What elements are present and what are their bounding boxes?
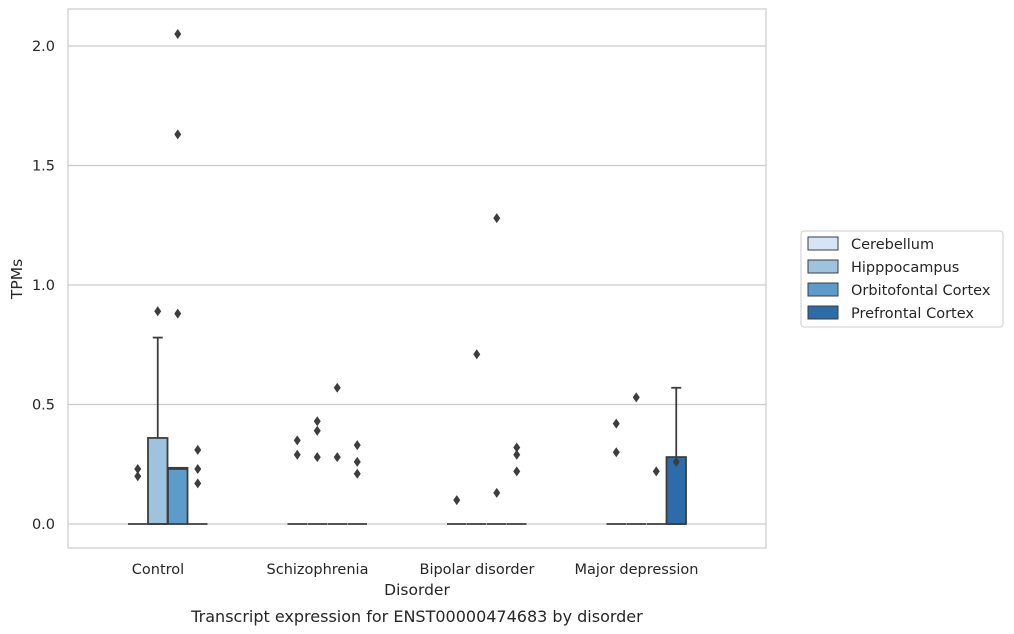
box-0-2 (447, 495, 467, 525)
grid-layer (68, 45, 766, 525)
outlier-point (612, 447, 620, 458)
outlier-point (652, 466, 660, 477)
box-0-1 (287, 435, 307, 525)
box-2-2 (487, 213, 507, 525)
legend-items: Cerebellum Hipppocampus Orbitofontal Corte… (807, 236, 991, 322)
outlier-point (174, 308, 182, 319)
legend-label: Prefrontal Cortex (851, 306, 974, 322)
legend: Cerebellum Hipppocampus Orbitofontal Corte… (800, 230, 1004, 328)
box-body (665, 456, 687, 525)
outlier-point (493, 487, 501, 498)
outlier-point (134, 464, 142, 475)
x-tick-label: Bipolar disorder (420, 562, 535, 578)
outlier-point (313, 416, 321, 427)
x-tick-label: Control (132, 562, 184, 578)
outlier-point (353, 456, 361, 467)
outlier-point (353, 468, 361, 479)
legend-swatch (807, 305, 839, 320)
box-1-3 (626, 392, 646, 525)
legend-swatch (807, 282, 839, 297)
outlier-point (194, 444, 202, 455)
legend-swatch (807, 259, 839, 274)
outlier-point (174, 129, 182, 140)
outlier-point (134, 471, 142, 482)
outlier-point (632, 392, 640, 403)
outlier-point (513, 466, 521, 477)
x-tick-label: Major depression (575, 562, 699, 578)
outlier-point (174, 29, 182, 40)
outlier-point (513, 449, 521, 460)
box-1-2 (467, 349, 487, 525)
outlier-point (313, 425, 321, 436)
y-axis-title: TPMs (8, 259, 26, 300)
x-axis-title: Disorder (384, 581, 450, 599)
outlier-point (154, 306, 162, 317)
legend-label: Orbitofontal Cortex (851, 283, 991, 299)
outlier-point (453, 495, 461, 506)
y-tick-label: 1.0 (32, 278, 55, 294)
outlier-point (473, 349, 481, 360)
box-body (147, 437, 169, 525)
box-0-3 (606, 418, 626, 525)
box-3-0 (188, 444, 208, 525)
outlier-point (493, 213, 501, 224)
legend-label: Cerebellum (851, 237, 934, 253)
box-3-3 (665, 386, 687, 525)
outlier-point (293, 435, 301, 446)
box-1-1 (307, 416, 327, 525)
box-2-1 (327, 382, 347, 525)
legend-frame (800, 230, 1004, 328)
box-3-1 (347, 440, 367, 525)
outlier-point (293, 449, 301, 460)
outlier-point (353, 440, 361, 451)
y-tick-label: 1.5 (32, 159, 55, 175)
box-3-2 (507, 442, 527, 525)
plot-frame (67, 8, 767, 549)
outlier-point (333, 452, 341, 463)
box-1-0 (147, 306, 169, 525)
outlier-point (612, 418, 620, 429)
box-body (167, 466, 189, 525)
box-2-3 (646, 466, 666, 525)
legend-swatch (807, 236, 839, 251)
outlier-point (194, 478, 202, 489)
y-tick-label: 0.5 (32, 398, 55, 414)
outlier-point (194, 464, 202, 475)
outlier-point (333, 382, 341, 393)
box-0-0 (128, 464, 148, 525)
legend-label: Hipppocampus (851, 260, 959, 276)
chart-caption: Transcript expression for ENST0000047468… (190, 607, 643, 626)
outlier-point (513, 442, 521, 453)
box-2-0 (167, 29, 189, 525)
ticks-layer: 0.0 0.5 1.0 1.5 2.0 Control Schizophrenia Bipol… (32, 39, 699, 578)
outlier-point (672, 456, 680, 467)
outlier-point (313, 452, 321, 463)
y-tick-label: 0.0 (32, 517, 55, 533)
y-tick-label: 2.0 (32, 39, 55, 55)
marks-layer (128, 29, 687, 525)
x-tick-label: Schizophrenia (267, 562, 369, 578)
